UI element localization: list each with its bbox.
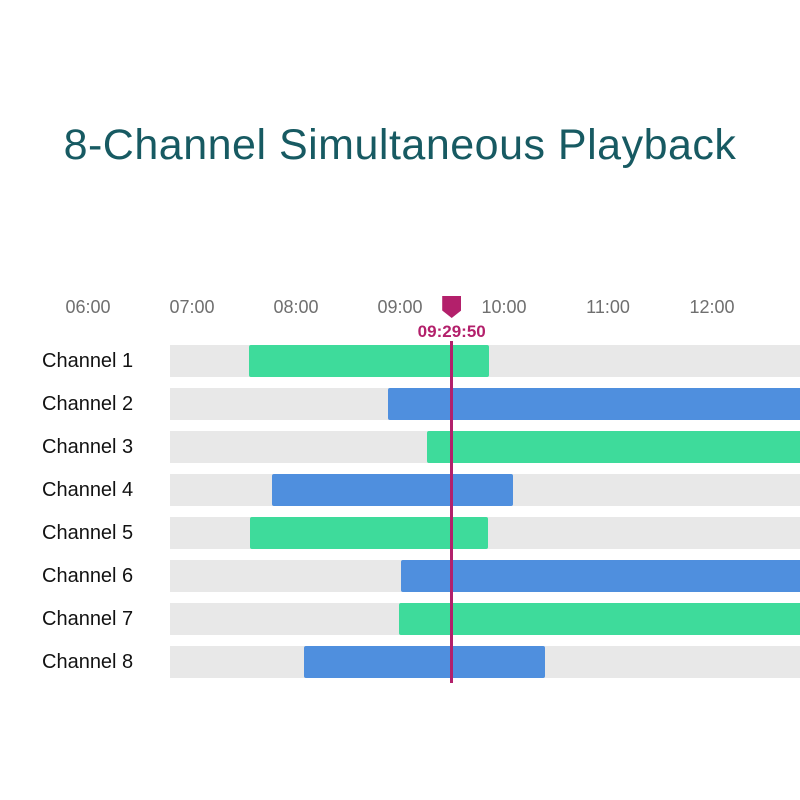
time-tick-label: 07:00 <box>169 297 215 317</box>
playhead-line <box>450 341 453 683</box>
time-tick-label: 11:00 <box>586 297 630 317</box>
channel-track[interactable] <box>170 560 800 592</box>
channel-track[interactable] <box>170 603 800 635</box>
playback-bar[interactable] <box>401 560 800 592</box>
channel-label: Channel 5 <box>42 521 134 544</box>
page-title: 8-Channel Simultaneous Playback <box>63 120 737 169</box>
playback-bar[interactable] <box>249 345 490 377</box>
channel-label: Channel 1 <box>42 349 134 372</box>
channel-track[interactable] <box>170 646 800 678</box>
playback-bar[interactable] <box>427 431 800 463</box>
playhead-marker-icon[interactable] <box>442 296 462 318</box>
playback-bar[interactable] <box>398 603 800 635</box>
channel-label: Channel 8 <box>42 650 134 673</box>
channel-track[interactable] <box>170 345 800 377</box>
playhead-time-label: 09:29:50 <box>417 322 486 341</box>
time-tick-label: 10:00 <box>481 297 527 317</box>
playback-bar[interactable] <box>272 474 514 506</box>
channel-label: Channel 3 <box>42 435 134 458</box>
channel-track[interactable] <box>170 517 800 549</box>
playback-bar[interactable] <box>387 388 800 420</box>
time-tick-label: 06:00 <box>65 297 111 317</box>
channel-track[interactable] <box>170 431 800 463</box>
channel-label: Channel 4 <box>42 478 134 501</box>
time-tick-label: 09:00 <box>377 297 423 317</box>
channel-label: Channel 6 <box>42 564 134 587</box>
playback-bar[interactable] <box>304 646 545 678</box>
time-tick-label: 08:00 <box>273 297 319 317</box>
channel-label: Channel 2 <box>42 392 134 415</box>
playback-bar[interactable] <box>250 517 489 549</box>
channel-label: Channel 7 <box>42 607 134 630</box>
time-tick-label: 12:00 <box>689 297 735 317</box>
channel-track[interactable] <box>170 388 800 420</box>
channel-track[interactable] <box>170 474 800 506</box>
